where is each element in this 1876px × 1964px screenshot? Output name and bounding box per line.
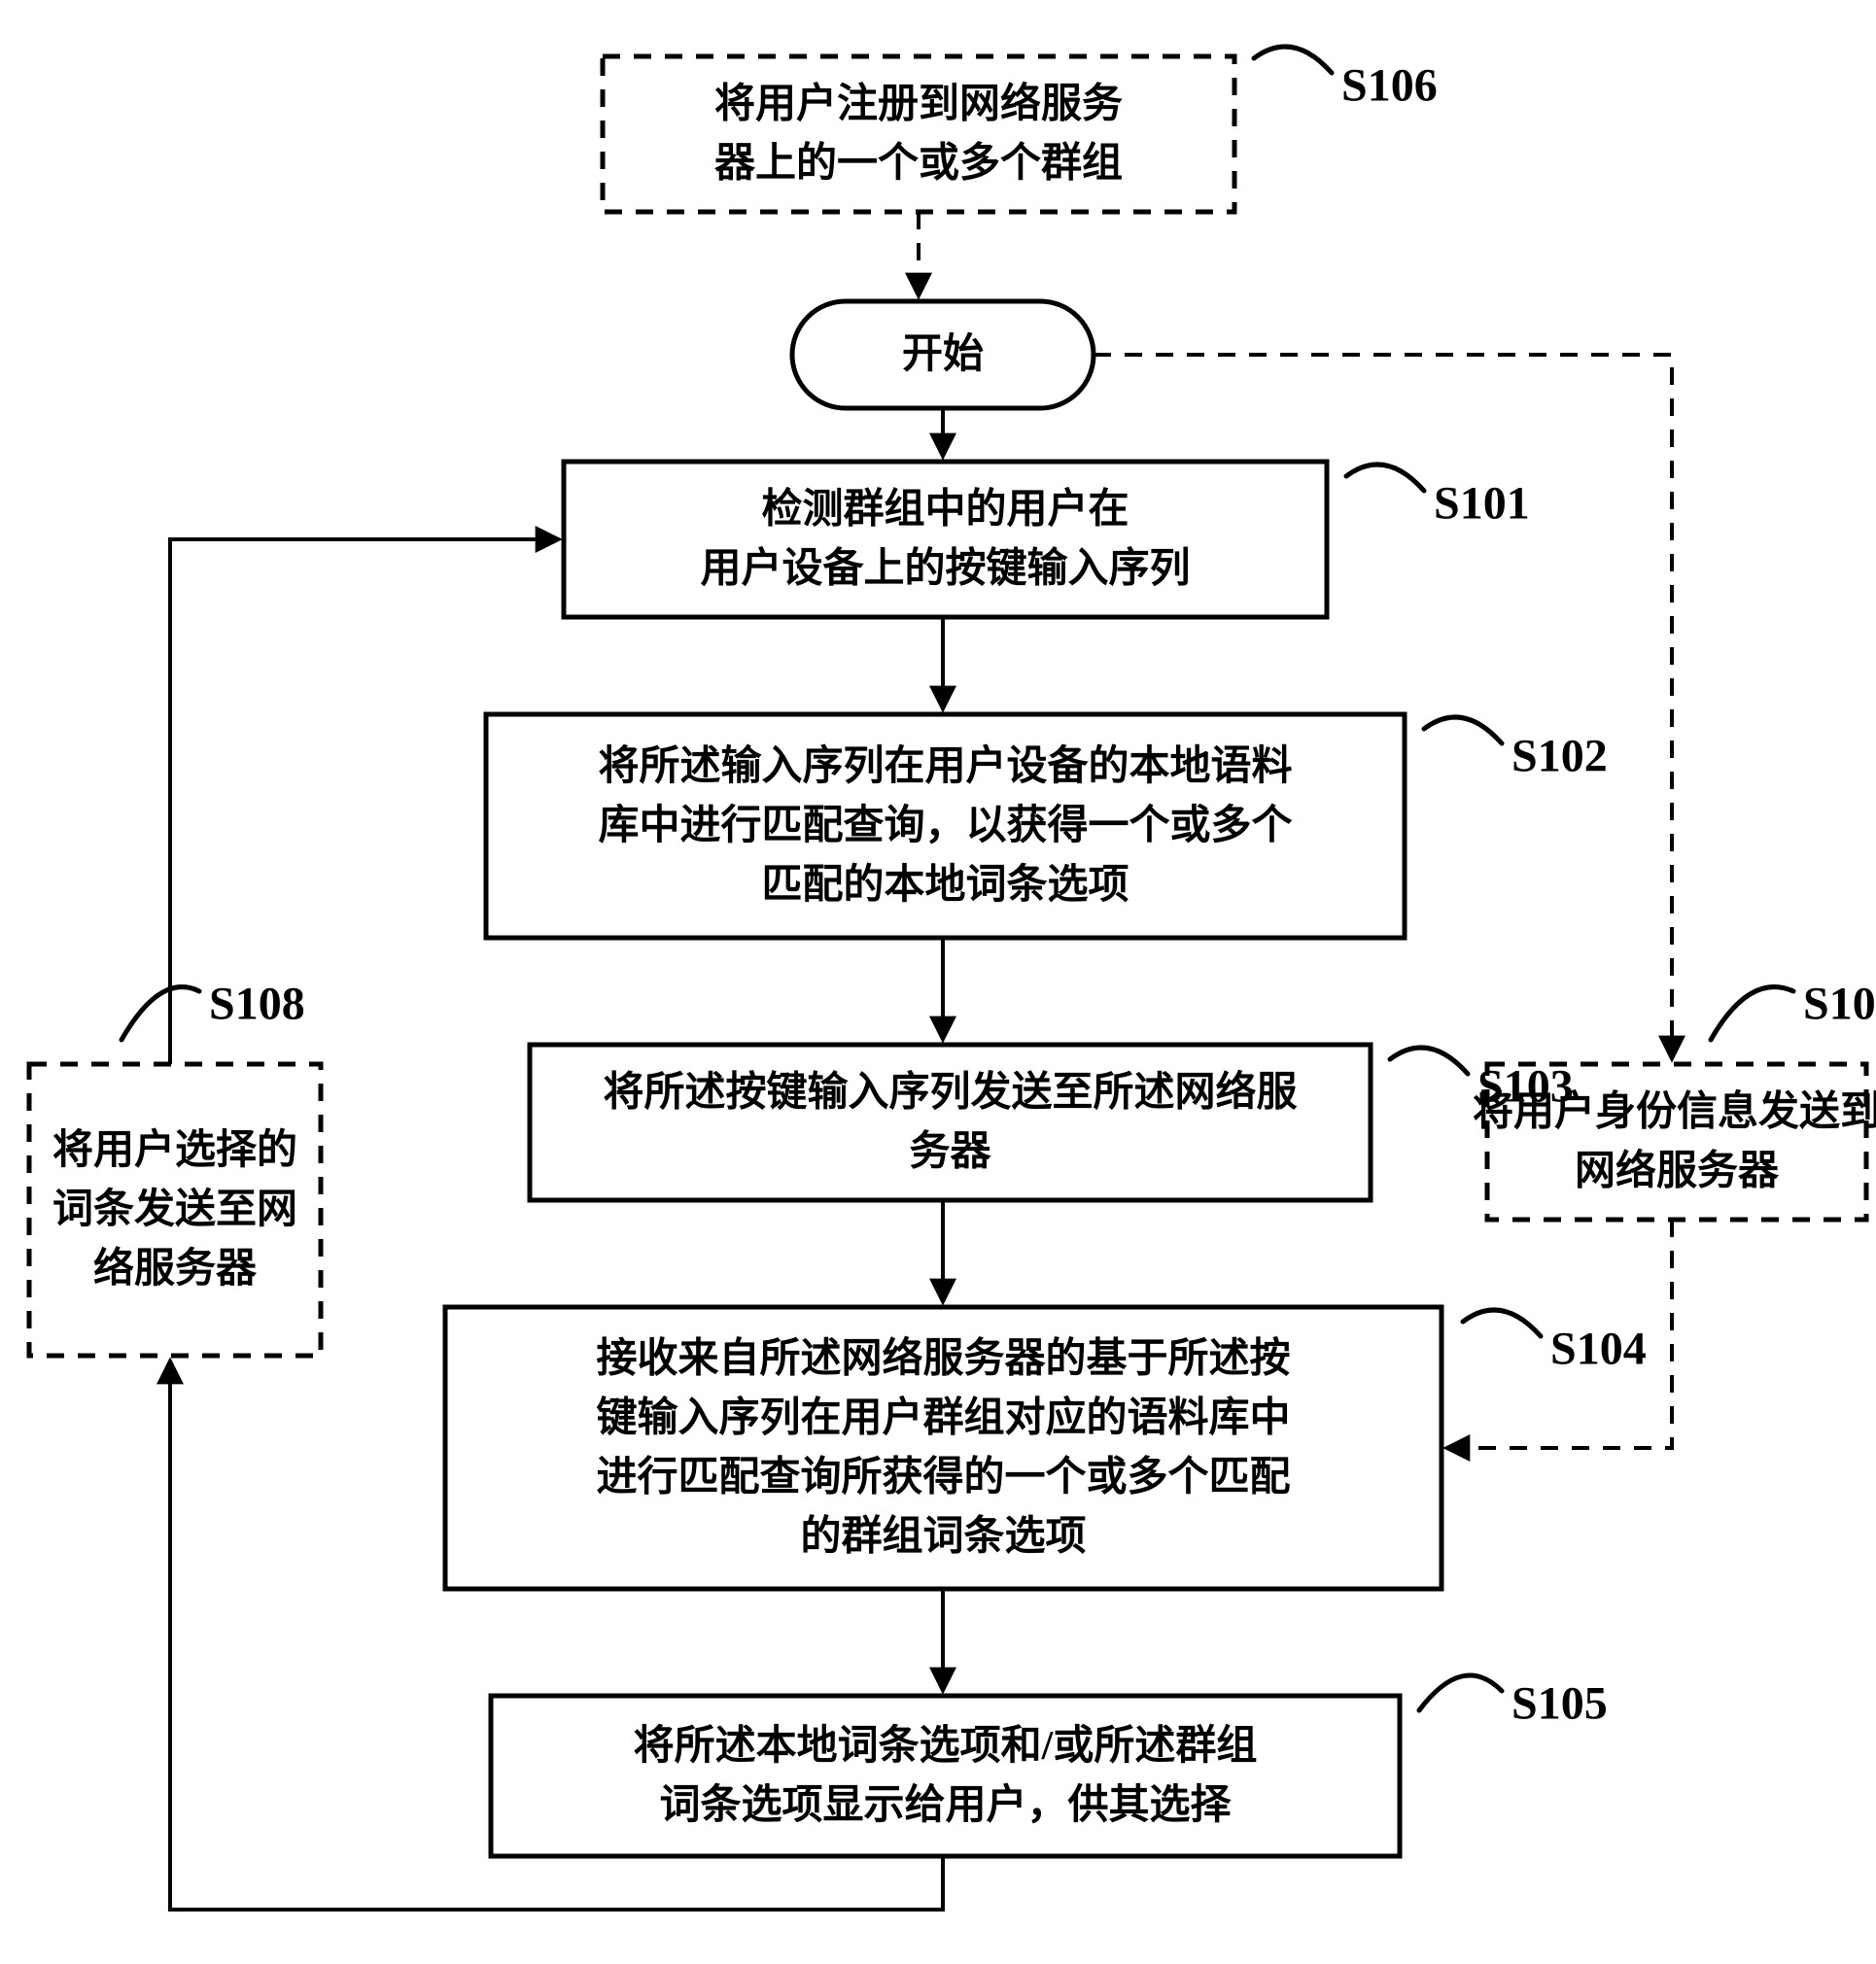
s105-text-line: 词条选项显示给用户，供其选择: [659, 1782, 1232, 1828]
s103-label-link: [1390, 1048, 1468, 1074]
s102-text-line: 将所述输入序列在用户设备的本地语料: [598, 743, 1292, 789]
s101-label: S101: [1434, 478, 1530, 530]
s102-text-line: 库中进行匹配查询，以获得一个或多个: [598, 803, 1292, 848]
s108-text-line: 络服务器: [93, 1245, 258, 1292]
s108-label: S108: [209, 979, 305, 1030]
s108-label-link: [122, 987, 199, 1040]
s102-box: 将所述输入序列在用户设备的本地语料库中进行匹配查询，以获得一个或多个匹配的本地词…: [486, 714, 1608, 938]
s108-box: 将用户选择的词条发送至网络服务器 S108: [29, 979, 321, 1356]
start-node: 开始: [792, 301, 1094, 408]
s105-box: 将所述本地词条选项和/或所述群组词条选项显示给用户，供其选择 S105: [491, 1678, 1608, 1856]
s103-box: 将所述按键输入序列发送至所述网络服务器S103: [530, 1045, 1574, 1200]
s102-label-link: [1424, 717, 1502, 743]
s105-text-line: 将所述本地词条选项和/或所述群组: [634, 1723, 1258, 1769]
s107-text-line: 将用户身份信息发送到: [1473, 1089, 1876, 1135]
s106-label: S106: [1341, 60, 1438, 112]
s104-label-link: [1463, 1310, 1541, 1336]
s107-label: S107: [1803, 979, 1876, 1030]
s103-text-line: 务器: [909, 1128, 991, 1174]
s102-text-line: 匹配的本地词条选项: [761, 862, 1129, 908]
s106-text-line: 将用户注册到网络服务: [714, 81, 1123, 127]
s108-text-line: 词条发送至网: [52, 1187, 297, 1232]
s104-label: S104: [1550, 1324, 1647, 1375]
s108-text-line: 将用户选择的: [52, 1127, 297, 1173]
s101-label-link: [1346, 465, 1424, 491]
s106-text-line: 器上的一个或多个群组: [714, 140, 1123, 186]
s107-box: 将用户身份信息发送到网络服务器 S107: [1473, 979, 1876, 1220]
s101-text-line: 用户设备上的按键输入序列: [700, 545, 1190, 591]
s105-label: S105: [1511, 1678, 1608, 1730]
s105-label-link: [1419, 1675, 1502, 1710]
s104-text-line: 接收来自所述网络服务器的基于所述按: [596, 1335, 1290, 1382]
s104-box: 接收来自所述网络服务器的基于所述按键输入序列在用户群组对应的语料库中进行匹配查询…: [445, 1307, 1647, 1589]
start-label: 开始: [902, 331, 984, 377]
s106-label-link: [1254, 47, 1332, 73]
s102-label: S102: [1511, 731, 1608, 782]
s103-text-line: 将所述按键输入序列发送至所述网络服: [603, 1069, 1297, 1116]
s104-text-line: 键输入序列在用户群组对应的语料库中: [596, 1395, 1290, 1441]
s101-text-line: 检测群组中的用户在: [761, 487, 1129, 533]
s101-box: 检测群组中的用户在用户设备上的按键输入序列 S101: [564, 462, 1530, 617]
s107-label-link: [1711, 987, 1793, 1040]
s104-text-line: 进行匹配查询所获得的一个或多个匹配: [596, 1454, 1290, 1499]
s106-box: 将用户注册到网络服务器上的一个或多个群组 S106: [603, 56, 1438, 212]
s104-text-line: 的群组词条选项: [800, 1513, 1086, 1559]
s107-text-line: 网络服务器: [1575, 1147, 1780, 1193]
